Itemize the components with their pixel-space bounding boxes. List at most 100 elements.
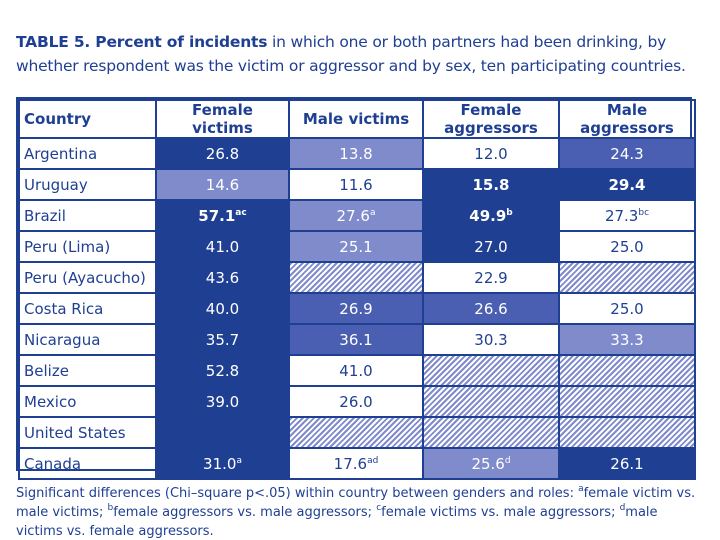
country-cell: Costa Rica [18, 292, 157, 325]
table-row: Argentina 26.8 13.8 12.0 24.3 [18, 137, 696, 170]
value-cell [422, 416, 560, 449]
value-text: 29.4 [608, 175, 646, 194]
value-cell [558, 354, 696, 387]
value-text: 24.3 [610, 144, 644, 163]
value-text: 17.6 [333, 454, 368, 473]
value-text: 26.6 [474, 299, 508, 318]
table-row: Mexico 39.0 26.0 [18, 385, 696, 418]
value-text: 27.6 [336, 206, 370, 225]
value-cell: 26.1 [558, 447, 696, 480]
table-row: Uruguay 14.6 11.6 15.8 29.4 [18, 168, 696, 201]
value-text: 36.1 [339, 330, 373, 349]
table-title-rest: in which one or both partners had been d… [16, 33, 686, 75]
value-text: 25.0 [610, 299, 644, 318]
country-cell: United States [18, 416, 157, 449]
footnote-mark-a: a [578, 484, 584, 494]
value-cell: 27.6a [288, 199, 424, 232]
value-cell: 36.1 [288, 323, 424, 356]
value-cell [288, 261, 424, 294]
value-cell: 35.7 [155, 323, 290, 356]
significance-superscript: bc [638, 207, 650, 218]
value-cell: 57.1ac [155, 199, 290, 232]
country-cell: Mexico [18, 385, 157, 418]
country-cell: Uruguay [18, 168, 157, 201]
value-text: 12.0 [474, 144, 508, 163]
value-text: 43.6 [205, 268, 240, 287]
value-text: 49.9 [469, 206, 507, 225]
value-cell: 52.8 [155, 354, 290, 387]
value-cell: 25.1 [288, 230, 424, 263]
footnote-mark-d: d [619, 503, 626, 513]
value-cell [155, 416, 290, 449]
significance-superscript: a [236, 455, 242, 466]
value-text: 27.0 [474, 237, 508, 256]
value-text: 41.0 [205, 237, 240, 256]
footnote-text-c: female victims vs. male aggressors; [381, 505, 620, 520]
table-title-bold: TABLE 5. Percent of incidents [16, 33, 268, 51]
value-cell [558, 261, 696, 294]
significance-superscript: a [369, 207, 376, 218]
value-cell: 39.0 [155, 385, 290, 418]
value-text: 26.1 [610, 454, 644, 473]
column-header-female-victims: Female victims [155, 99, 290, 139]
value-cell: 11.6 [288, 168, 424, 201]
value-cell [288, 416, 424, 449]
footnote-text-a: female victim vs. male victims; [16, 486, 696, 520]
table-row: Costa Rica 40.0 26.9 26.6 25.0 [18, 292, 696, 325]
table-body: Argentina 26.8 13.8 12.0 24.3 Uruguay 14.6 11.6… [18, 137, 696, 480]
column-header-female-aggressors: Female aggressors [422, 99, 560, 139]
value-text: 39.0 [205, 392, 240, 411]
country-cell: Canada [18, 447, 157, 480]
value-cell: 29.4 [558, 168, 696, 201]
header-row: Country Female victims Male victims Fema… [18, 99, 696, 139]
value-cell: 12.0 [422, 137, 560, 170]
value-cell: 15.8 [422, 168, 560, 201]
table-row: Nicaragua 35.7 36.1 30.3 33.3 [18, 323, 696, 356]
value-cell: 49.9b [422, 199, 560, 232]
value-cell [422, 354, 560, 387]
country-cell: Peru (Ayacucho) [18, 261, 157, 294]
country-cell: Belize [18, 354, 157, 387]
value-text: 25.0 [610, 237, 644, 256]
value-cell: 33.3 [558, 323, 696, 356]
value-text: 31.0 [203, 454, 237, 473]
value-text: 25.1 [339, 237, 373, 256]
value-cell: 25.0 [558, 292, 696, 325]
value-cell: 14.6 [155, 168, 290, 201]
country-cell: Peru (Lima) [18, 230, 157, 263]
column-header-country: Country [18, 99, 157, 139]
value-cell: 41.0 [155, 230, 290, 263]
data-table-container: Country Female victims Male victims Fema… [16, 97, 696, 480]
column-header-male-aggressors: Male aggressors [558, 99, 696, 139]
value-cell [558, 416, 696, 449]
value-cell: 30.3 [422, 323, 560, 356]
value-text: 40.0 [205, 299, 240, 318]
value-text: 33.3 [610, 330, 644, 349]
value-cell: 25.0 [558, 230, 696, 263]
value-text: 25.6 [471, 454, 505, 473]
value-text: 41.0 [339, 361, 373, 380]
value-cell: 17.6ad [288, 447, 424, 480]
value-cell: 22.9 [422, 261, 560, 294]
footnote-text-b: female aggressors vs. male aggressors; [113, 505, 377, 520]
footnote-mark-b: b [107, 503, 114, 513]
column-header-male-victims: Male victims [288, 99, 424, 139]
value-text: 30.3 [474, 330, 508, 349]
value-cell: 27.3bc [558, 199, 696, 232]
value-cell: 26.0 [288, 385, 424, 418]
value-cell: 41.0 [288, 354, 424, 387]
value-cell: 26.8 [155, 137, 290, 170]
table-row: Brazil 57.1ac 27.6a 49.9b 27.3bc [18, 199, 696, 232]
value-cell: 31.0a [155, 447, 290, 480]
country-cell: Brazil [18, 199, 157, 232]
value-text: 57.1 [198, 206, 236, 225]
table-row: Belize 52.8 41.0 [18, 354, 696, 387]
footnote-text-d: male victims vs. female aggressors. [16, 505, 658, 539]
value-cell: 40.0 [155, 292, 290, 325]
significance-superscript: ac [235, 207, 247, 218]
significance-superscript: b [506, 207, 513, 218]
value-cell: 24.3 [558, 137, 696, 170]
value-cell [558, 385, 696, 418]
value-cell: 43.6 [155, 261, 290, 294]
value-text: 26.8 [205, 144, 240, 163]
